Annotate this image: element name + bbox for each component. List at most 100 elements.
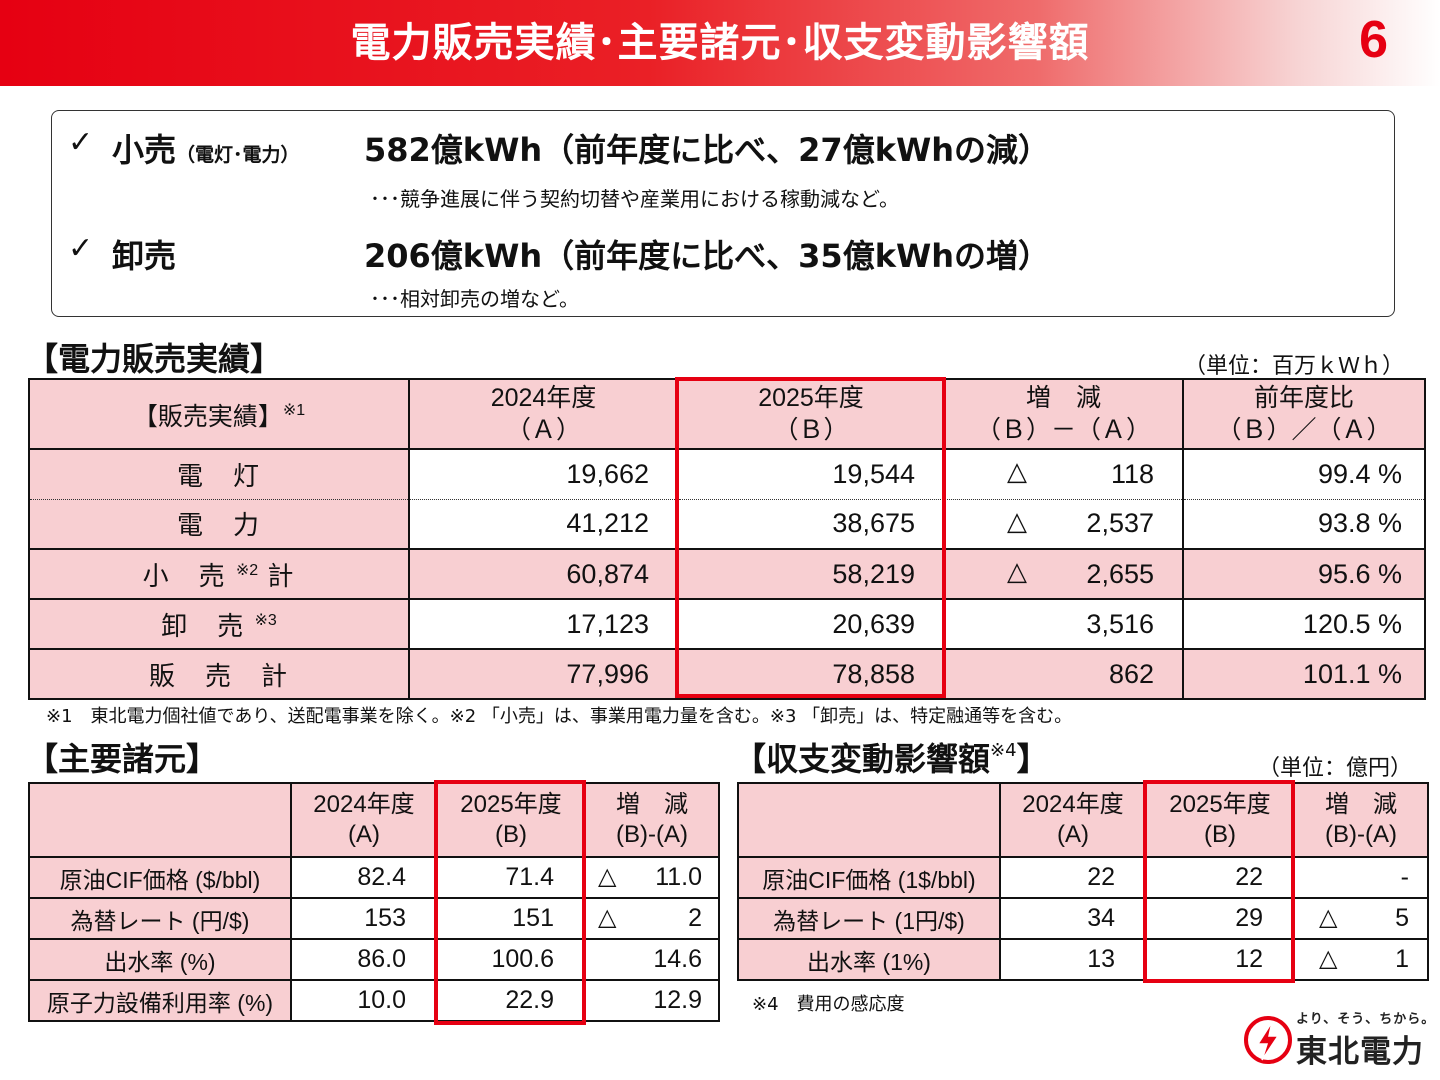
header-col-diff: 増 減 (B)-(A) (584, 782, 720, 858)
row-label: 出水率 (1%) (737, 938, 1001, 981)
impact-header-row: 2024年度 (A) 2025年度 (B) 増 減 (B)-(A) (737, 782, 1429, 858)
value-diff: △ 2,655 (943, 549, 1184, 600)
value-diff: 14.6 (584, 938, 720, 981)
header-col-diff: 増 減 (B)-(A) (1293, 782, 1429, 858)
logo-tagline: より、そう、ちから。 (1296, 1012, 1436, 1027)
value-a: 77,996 (408, 649, 679, 699)
value-diff: 12.9 (584, 979, 720, 1022)
header-col-b: 2025年度 （Ｂ） (677, 379, 945, 450)
header-col-b: 2025年度 (B) (436, 782, 586, 858)
impact-unit: （単位：億円） (1258, 756, 1413, 781)
header-col-diff: 増 減（Ｂ）－（Ａ） (943, 379, 1184, 450)
check-icon: ✓ (68, 125, 94, 160)
table-row: 小 売 ※2 計 60,874 58,219 △ 2,655 95.6 % (28, 549, 1426, 600)
value-ratio: 95.6 % (1182, 549, 1426, 600)
check-icon: ✓ (68, 231, 94, 266)
table-row: 原油CIF価格 ($/bbl) 82.4 71.4 △ 11.0 (28, 856, 720, 899)
value-a: 86.0 (290, 938, 438, 981)
header-col-ratio: 前年度比 （Ｂ）／（Ａ） (1182, 379, 1426, 450)
table-row: 出水率 (1%) 13 12 △ 1 (737, 938, 1429, 981)
value-a: 17,123 (408, 599, 679, 650)
params-table: 2024年度 (A) 2025年度 (B) 増 減 (B)-(A) 原油CIF価格 (… (28, 782, 720, 1022)
table-row: 電 力 41,212 38,675 △ 2,537 93.8 % (28, 499, 1426, 550)
header-col-a: 2024年度 (A) (290, 782, 438, 858)
value-diff: 3,516 (943, 599, 1184, 650)
summary-detail: ･･･相対卸売の増など。 (370, 287, 579, 311)
decrease-mark: △ (598, 904, 617, 931)
decrease-mark: △ (1007, 456, 1027, 486)
row-label: 原油CIF価格 ($/bbl) (28, 856, 292, 899)
value-ratio: 99.4 % (1182, 449, 1426, 500)
value-ratio: 120.5 % (1182, 599, 1426, 650)
value-b: 38,675 (677, 499, 945, 550)
table-row: 出水率 (%) 86.0 100.6 14.6 (28, 938, 720, 981)
value-a: 19,662 (408, 449, 679, 500)
decrease-mark: △ (598, 863, 617, 890)
row-label: 原油CIF価格 (1$/bbl) (737, 856, 1001, 899)
page-number: 6 (1359, 11, 1388, 69)
logo-name: 東北電力 (1296, 1034, 1424, 1070)
value-b: 78,858 (677, 649, 945, 699)
value-ratio: 101.1 % (1182, 649, 1426, 699)
value-a: 34 (999, 897, 1147, 940)
summary-headline: 206億kWh（前年度に比べ、35億kWhの増） (364, 237, 1051, 275)
summary-label: 小売（電灯･電力） (112, 131, 300, 169)
impact-section-title: 【収支変動影響額※4】 (734, 740, 1049, 778)
lightning-logo-icon (1244, 1016, 1292, 1064)
value-diff: △ 11.0 (584, 856, 720, 899)
header-bar (0, 0, 1440, 86)
decrease-mark: △ (1319, 945, 1338, 972)
sales-section-title: 【電力販売実績】 (26, 340, 283, 378)
value-diff: 862 (943, 649, 1184, 699)
impact-table: 2024年度 (A) 2025年度 (B) 増 減 (B)-(A) 原油CIF価格 (… (737, 782, 1429, 981)
value-b: 20,639 (677, 599, 945, 650)
value-diff: △ 2,537 (943, 499, 1184, 550)
table-row: 為替レート (1円/$) 34 29 △ 5 (737, 897, 1429, 940)
row-label: 為替レート (円/$) (28, 897, 292, 940)
page-title: 電力販売実績･主要諸元･収支変動影響額 (350, 20, 1090, 66)
table-row: 電 灯 19,662 19,544 △ 118 99.4 % (28, 449, 1426, 500)
value-diff: - (1293, 856, 1429, 899)
row-label: 販 売 計 (28, 649, 410, 699)
params-section-title: 【主要諸元】 (26, 740, 219, 778)
table-row: 原油CIF価格 (1$/bbl) 22 22 - (737, 856, 1429, 899)
row-label: 原子力設備利用率 (%) (28, 979, 292, 1022)
summary-box: ✓ 小売（電灯･電力） 582億kWh（前年度に比べ、27億kWhの減） ･･･… (51, 110, 1395, 317)
header-empty (28, 782, 292, 858)
decrease-mark: △ (1007, 505, 1027, 536)
row-label: 電 灯 (28, 449, 410, 500)
value-b: 29 (1145, 897, 1295, 940)
header-col-b: 2025年度 (B) (1145, 782, 1295, 858)
decrease-mark: △ (1007, 556, 1027, 586)
value-b: 22.9 (436, 979, 586, 1022)
value-a: 22 (999, 856, 1147, 899)
summary-label: 卸売 (112, 237, 177, 275)
value-diff: △ 5 (1293, 897, 1429, 940)
summary-detail: ･･･競争進展に伴う契約切替や産業用における稼動減など。 (370, 187, 899, 211)
value-b: 58,219 (677, 549, 945, 600)
sales-header-row: 【販売実績】※1 2024年度 （Ａ） 2025年度 （Ｂ） 増 減（Ｂ）－（Ａ） … (28, 379, 1426, 450)
value-a: 153 (290, 897, 438, 940)
header-row-label: 【販売実績】※1 (28, 379, 410, 450)
value-b: 100.6 (436, 938, 586, 981)
company-logo: より、そう、ちから。 東北電力 (1242, 1008, 1434, 1072)
sales-unit: （単位：百万ｋＷｈ） (1184, 354, 1405, 379)
table-row: 卸 売 ※3 17,123 20,639 3,516 120.5 % (28, 599, 1426, 650)
table-row: 販 売 計 77,996 78,858 862 101.1 % (28, 649, 1426, 699)
row-label: 卸 売 ※3 (28, 599, 410, 650)
row-label: 電 力 (28, 499, 410, 550)
sales-table: 【販売実績】※1 2024年度 （Ａ） 2025年度 （Ｂ） 増 減（Ｂ）－（Ａ） … (28, 378, 1426, 700)
value-b: 19,544 (677, 449, 945, 500)
header-col-a: 2024年度 （Ａ） (408, 379, 679, 450)
value-diff: △ 2 (584, 897, 720, 940)
header-col-a: 2024年度 (A) (999, 782, 1147, 858)
row-label: 出水率 (%) (28, 938, 292, 981)
table-row: 原子力設備利用率 (%) 10.0 22.9 12.9 (28, 979, 720, 1022)
value-b: 22 (1145, 856, 1295, 899)
decrease-mark: △ (1319, 904, 1338, 931)
value-a: 82.4 (290, 856, 438, 899)
value-a: 60,874 (408, 549, 679, 600)
value-a: 10.0 (290, 979, 438, 1022)
value-b: 71.4 (436, 856, 586, 899)
value-diff: △ 1 (1293, 938, 1429, 981)
